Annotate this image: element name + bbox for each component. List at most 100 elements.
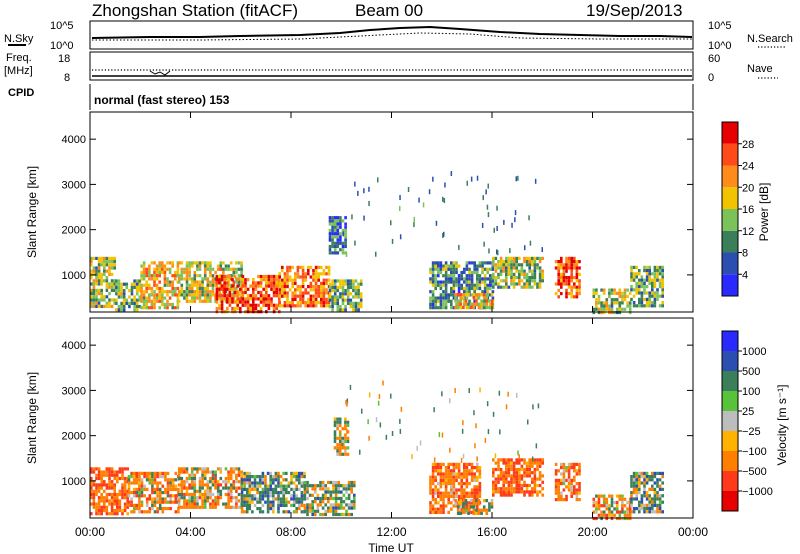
echo-cell — [150, 286, 154, 291]
echo-cell — [138, 507, 141, 511]
echo-cell — [528, 256, 531, 260]
echo-cell — [314, 278, 318, 282]
echo-cell — [610, 510, 614, 514]
echo-cell — [653, 510, 657, 514]
echo-cell — [177, 473, 181, 477]
echo-cell — [100, 480, 103, 484]
echo-cell — [321, 506, 325, 510]
echo-cell — [431, 488, 435, 492]
echo-cell — [97, 263, 101, 267]
echo-cell — [562, 272, 566, 276]
echo-cell — [354, 301, 358, 305]
echo-cell — [468, 277, 471, 281]
echo-cell — [312, 288, 315, 292]
colorbar-tick-label: −1000 — [742, 486, 773, 498]
echo-cell — [108, 499, 111, 503]
echo-cell — [638, 510, 641, 514]
colorbar-swatch — [722, 411, 738, 431]
echo-cell — [523, 483, 526, 488]
echo-cell — [525, 272, 529, 276]
echo-cell — [127, 494, 131, 498]
echo-cell — [110, 486, 114, 490]
echo-cell — [492, 483, 495, 488]
echo-cell — [241, 300, 245, 304]
echo-cell — [434, 491, 437, 495]
echo-cell — [643, 481, 646, 485]
echo-cell — [497, 464, 500, 468]
echo-cell — [505, 263, 508, 267]
echo-cell — [554, 469, 558, 473]
echo-cell — [180, 283, 184, 287]
echo-cell — [113, 263, 116, 267]
echo-cell — [329, 493, 333, 497]
echo-cell — [314, 285, 318, 289]
echo-cell — [145, 302, 148, 307]
echo-cell — [531, 480, 534, 484]
echo-cell — [108, 473, 111, 477]
echo-cell — [196, 502, 199, 506]
echo-cell — [171, 306, 174, 310]
echo-cell — [105, 269, 109, 273]
echo-cell — [113, 301, 116, 305]
echo-cell — [240, 470, 243, 474]
echo-cell — [113, 279, 116, 283]
echo-cell — [312, 297, 315, 301]
colorbar-swatch — [722, 331, 738, 351]
echo-cell — [431, 306, 435, 310]
echo-cell — [567, 282, 571, 286]
echo-cell — [201, 502, 204, 506]
echo-cell — [171, 261, 174, 265]
echo-cell — [533, 461, 537, 465]
echo-cell — [153, 491, 157, 495]
echo-cell — [283, 304, 287, 308]
echo-cell — [464, 299, 468, 303]
echo-cell — [536, 285, 539, 289]
echo-cell — [442, 283, 445, 287]
echo-cell — [499, 490, 503, 494]
echo-cell — [630, 478, 633, 482]
echo-cell — [470, 286, 474, 291]
echo-cell — [638, 471, 641, 475]
echo-cell — [113, 266, 116, 270]
echo-cell — [143, 510, 146, 514]
echo-cell — [123, 492, 127, 497]
echo-cell — [515, 483, 518, 488]
echo-cell — [314, 484, 317, 488]
echo-cell — [648, 278, 651, 282]
echo-cell — [145, 290, 148, 294]
echo-cell — [198, 483, 202, 487]
echo-cell — [439, 299, 443, 303]
echo-cell — [138, 298, 142, 302]
echo-cell — [562, 478, 566, 482]
echo-cell — [236, 297, 239, 301]
echo-cell — [476, 504, 479, 508]
echo-cell — [602, 500, 606, 505]
echo-cell — [560, 266, 563, 270]
echo-cell — [110, 263, 114, 267]
echo-cell — [476, 488, 479, 492]
echo-cell — [444, 290, 448, 294]
echo-cell — [618, 510, 622, 514]
echo-cell — [656, 507, 659, 511]
echo-cell — [353, 500, 356, 504]
echo-cell — [344, 292, 347, 296]
echo-cell — [177, 505, 181, 509]
echo-cell — [339, 225, 342, 229]
echo-cell — [482, 293, 486, 297]
echo-cell — [505, 464, 508, 468]
echo-cell — [575, 260, 579, 264]
echo-cell — [444, 274, 448, 278]
echo-cell — [336, 423, 339, 428]
echo-cell — [95, 269, 98, 273]
echo-cell — [163, 283, 167, 287]
echo-cell — [505, 458, 508, 462]
echo-cell — [115, 289, 118, 293]
echo-cell — [115, 279, 118, 283]
echo-cell — [148, 507, 152, 511]
echo-cell — [168, 270, 172, 275]
colorbar-swatch — [722, 252, 738, 275]
echo-cell — [465, 290, 469, 294]
echo-cell — [505, 282, 508, 286]
echo-cell — [428, 189, 431, 195]
